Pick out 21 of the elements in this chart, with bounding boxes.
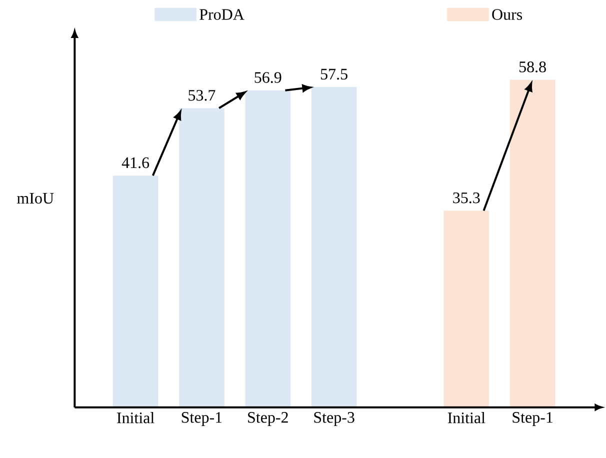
data-label: 41.6 xyxy=(122,157,150,168)
data-label: 56.9 xyxy=(254,72,282,83)
x-tick-label: Step-2 xyxy=(248,412,288,426)
data-label: 57.5 xyxy=(320,68,348,80)
legend-label: ProDA xyxy=(200,9,244,20)
bar xyxy=(112,176,158,408)
x-tick-label: Step-3 xyxy=(314,412,354,426)
bar xyxy=(444,210,490,408)
legend-label: Ours xyxy=(492,9,522,20)
x-tick-label: Step-1 xyxy=(182,412,222,426)
bar xyxy=(245,90,291,408)
x-tick-label: Step-1 xyxy=(512,412,552,426)
bar xyxy=(510,80,556,408)
x-tick-label: Initial xyxy=(448,412,486,424)
data-label: 53.7 xyxy=(188,90,216,101)
y-axis-title: mIoU xyxy=(17,193,54,204)
data-label: 35.3 xyxy=(453,192,480,204)
bar xyxy=(311,86,357,408)
x-tick-label: Initial xyxy=(117,412,154,424)
data-label: 58.8 xyxy=(519,62,546,72)
bar xyxy=(179,108,224,408)
